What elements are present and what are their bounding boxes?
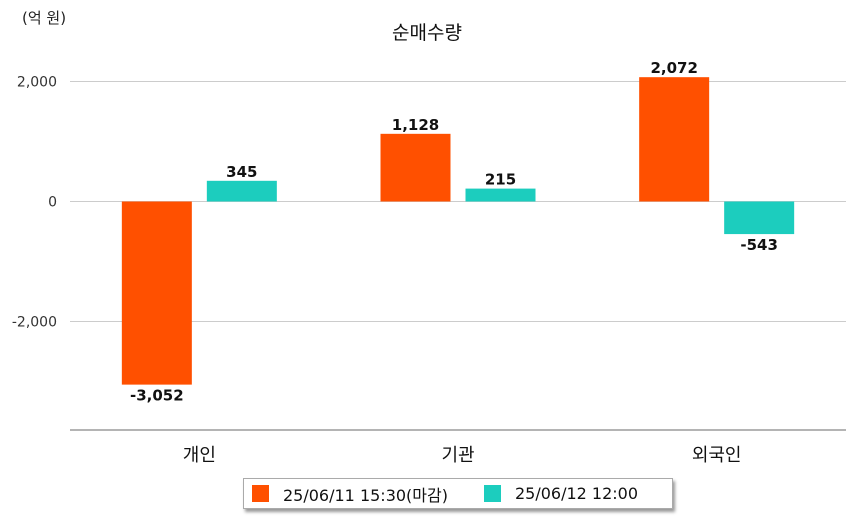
legend-item-series-2[interactable]: 25/06/12 12:00 (483, 484, 639, 503)
x-tick-label: 기관 (441, 445, 474, 466)
data-label: 2,072 (650, 59, 697, 77)
legend-swatch-series-2 (483, 485, 501, 502)
x-tick-label: 개인 (183, 445, 216, 466)
unit-label: (억 원) (22, 9, 67, 27)
x-tick-label: 외국인 (692, 445, 742, 466)
data-label: -543 (740, 236, 778, 254)
legend-item-series-1[interactable]: 25/06/11 15:30(마감) (252, 482, 448, 506)
bar (206, 180, 277, 202)
data-label: -3,052 (130, 387, 184, 405)
bar (465, 188, 536, 202)
data-label: 345 (226, 163, 257, 181)
data-label: 1,128 (392, 116, 439, 134)
bar (724, 201, 795, 235)
bar (639, 77, 710, 202)
y-tick-label: 0 (48, 195, 57, 211)
bar (121, 201, 192, 385)
y-tick-label: 2,000 (17, 75, 57, 91)
legend: 25/06/11 15:30(마감) 25/06/12 12:00 (243, 478, 673, 509)
legend-label-series-2: 25/06/12 12:00 (514, 484, 639, 503)
chart-title: 순매수량 (392, 22, 462, 44)
bar (380, 133, 451, 202)
legend-label-series-1: 25/06/11 15:30(마감) (283, 485, 448, 505)
y-tick-label: -2,000 (12, 315, 57, 331)
data-label: 215 (485, 171, 516, 189)
legend-swatch-series-1 (252, 485, 269, 502)
